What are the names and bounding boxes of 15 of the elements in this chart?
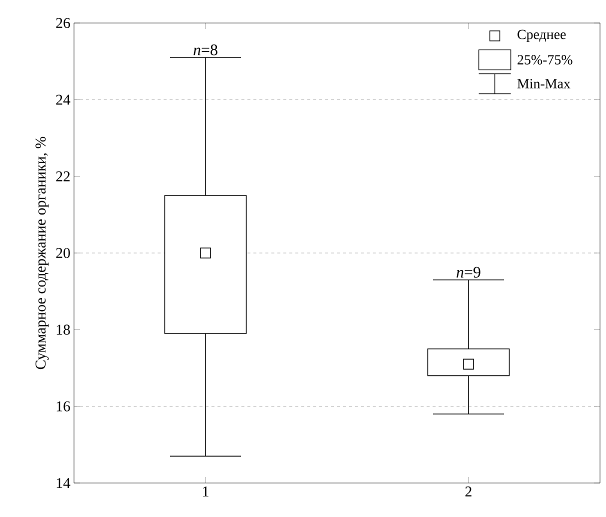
y-tick-label: 22 xyxy=(56,171,70,182)
y-tick-label: 16 xyxy=(56,401,70,412)
y-axis-title: Суммарное содержание органики, % xyxy=(36,136,49,370)
x-tick-label: 2 xyxy=(465,486,472,496)
annotation: Среднее xyxy=(518,30,566,42)
y-tick-label: 18 xyxy=(56,324,70,335)
annotation: 25%-75% xyxy=(518,55,572,65)
y-tick-label: 24 xyxy=(56,94,70,105)
y-tick-label: 20 xyxy=(56,248,70,258)
annotation: n=8 xyxy=(194,44,218,56)
annotation: Min-Max xyxy=(517,79,570,88)
y-tick-label: 14 xyxy=(56,478,70,488)
y-tick-label: 26 xyxy=(56,18,70,28)
x-tick-label: 1 xyxy=(203,486,208,496)
annotation: n=9 xyxy=(456,266,480,278)
